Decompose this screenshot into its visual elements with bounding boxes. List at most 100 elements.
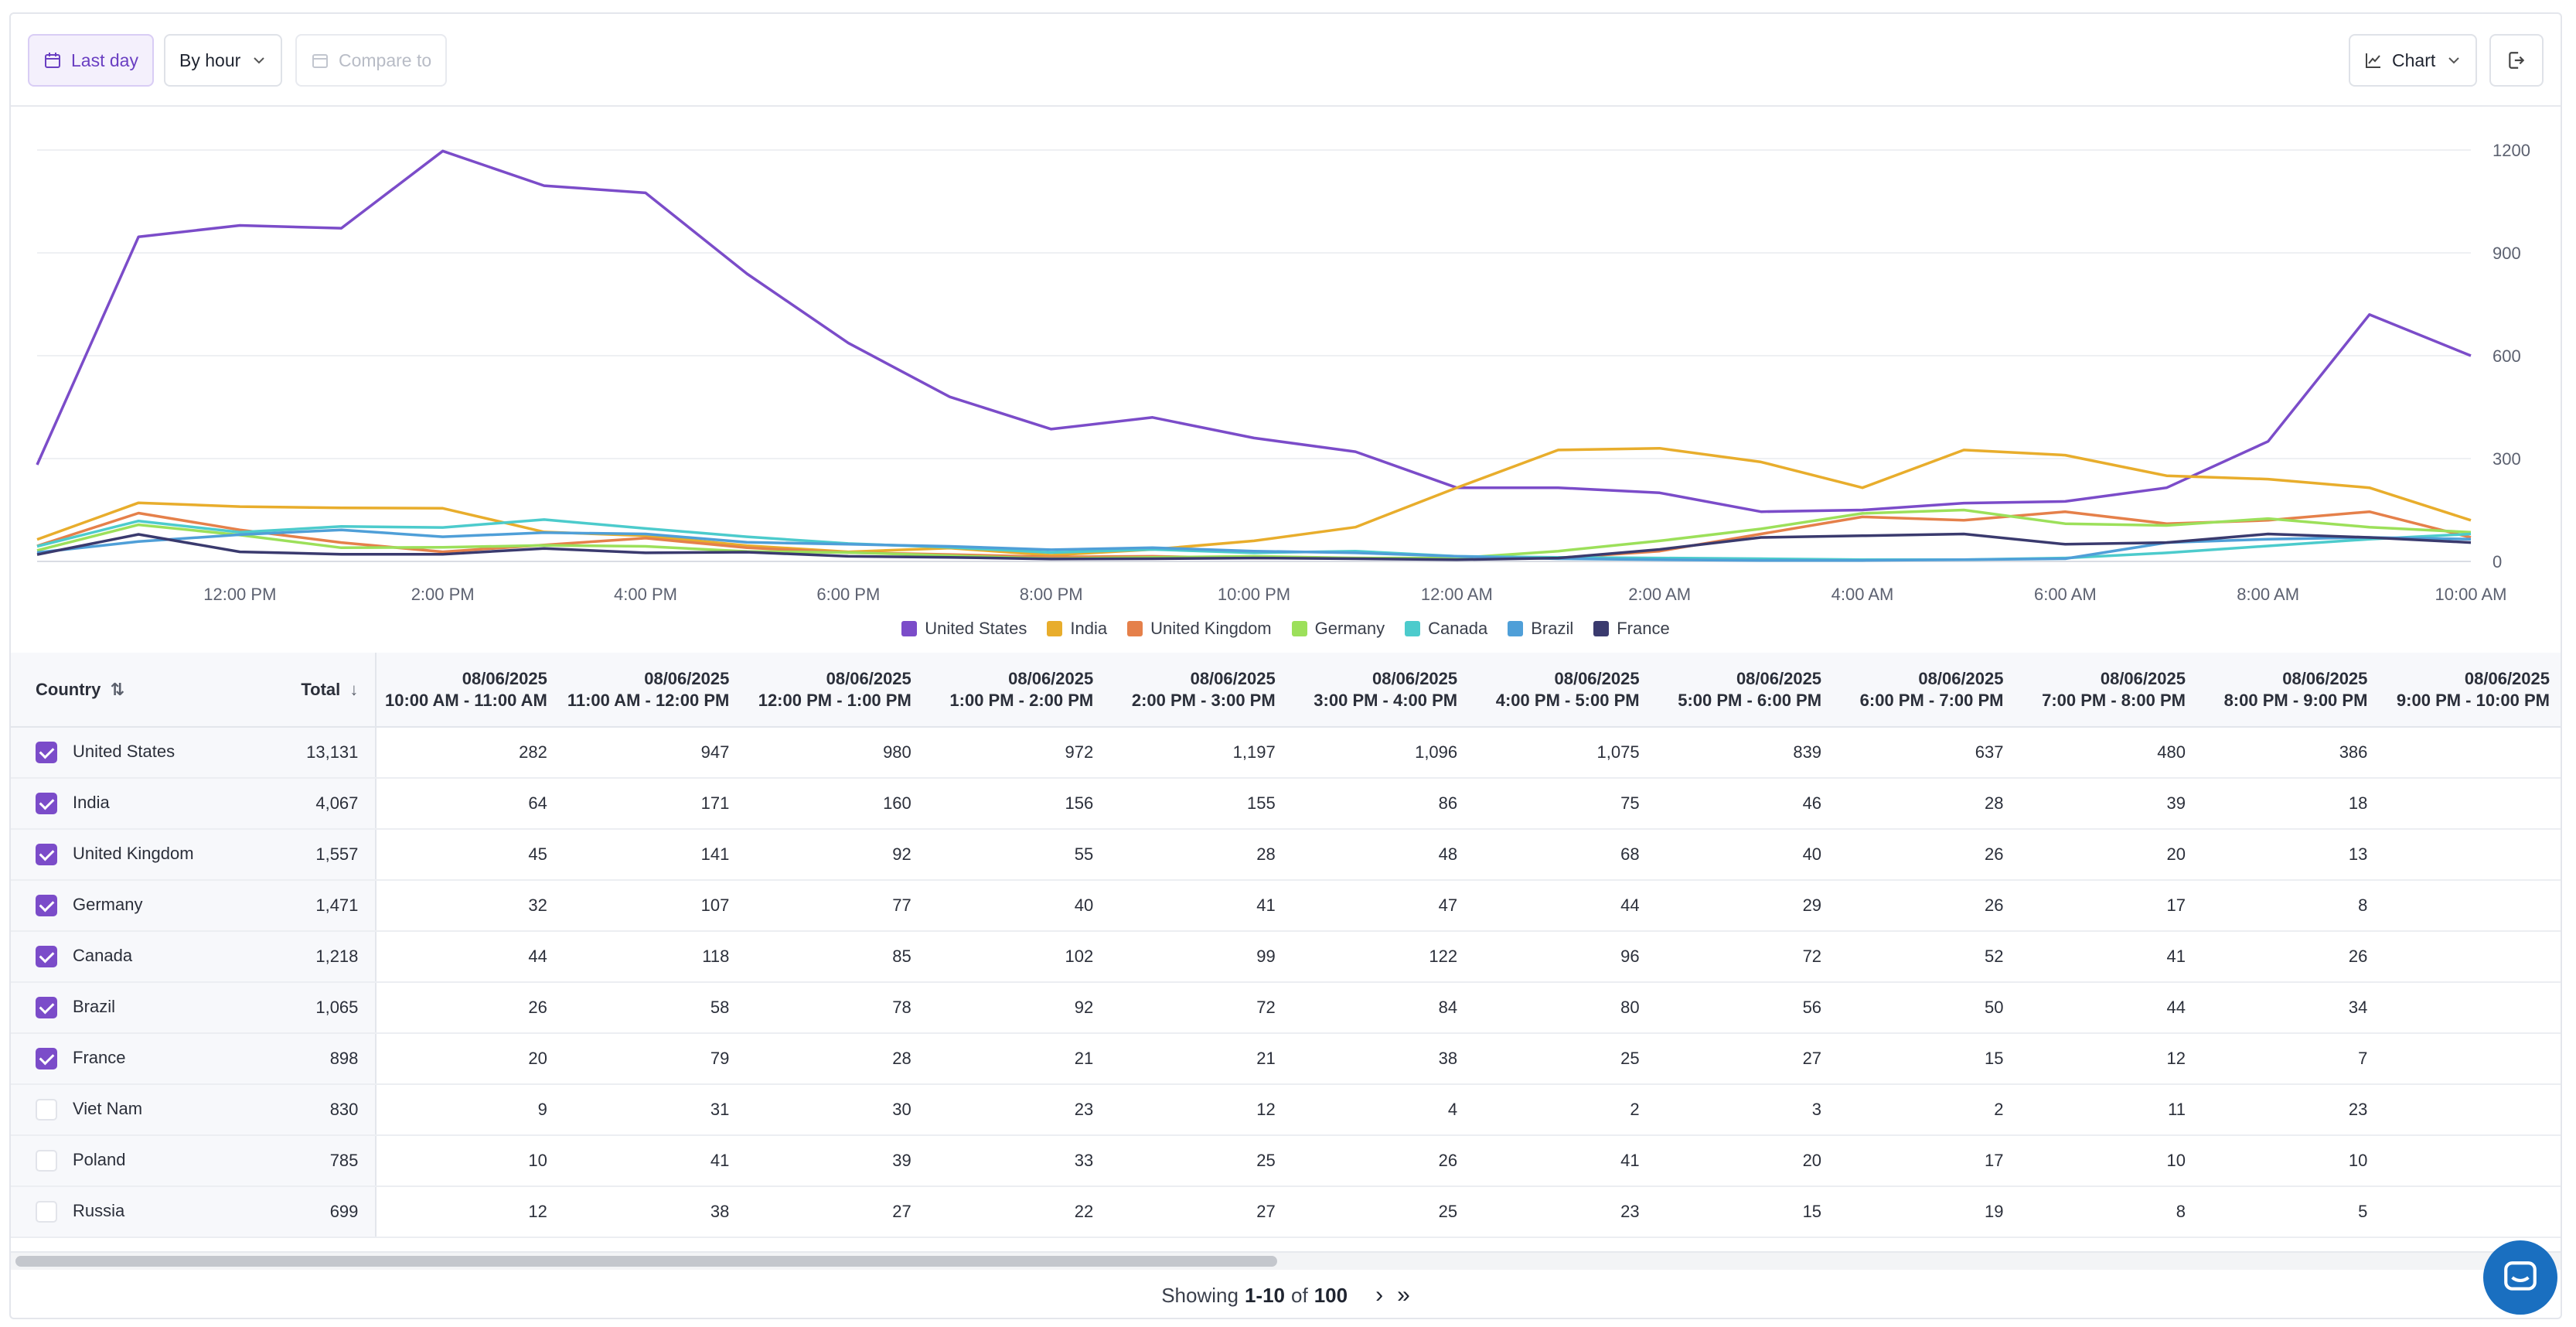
row-checkbox[interactable]	[36, 742, 57, 764]
hour-value-cell: 23	[1468, 1186, 1651, 1238]
hour-column-header[interactable]: 08/06/2025 11:00 AM - 12:00 PM	[557, 653, 741, 728]
row-checkbox[interactable]	[36, 793, 57, 815]
hour-value-cell	[2378, 1186, 2561, 1238]
table-row: Russia 699 12 38 27 22 27 25 23 15 19 8 5	[11, 1186, 2561, 1238]
column-time-range: 3:00 PM - 4:00 PM	[1314, 690, 1458, 710]
column-time-range: 5:00 PM - 6:00 PM	[1678, 690, 1822, 710]
horizontal-scrollbar[interactable]	[11, 1251, 2561, 1270]
hour-column-header[interactable]: 08/06/2025 7:00 PM - 8:00 PM	[2014, 653, 2196, 728]
hour-value-cell: 80	[1468, 982, 1651, 1034]
legend-item[interactable]: India	[1047, 619, 1107, 639]
x-tick-label: 12:00 PM	[203, 585, 276, 604]
row-checkbox[interactable]	[36, 1150, 57, 1172]
hour-value-cell: 39	[740, 1135, 922, 1187]
hour-column-header[interactable]: 08/06/2025 2:00 PM - 3:00 PM	[1104, 653, 1286, 728]
hour-value-cell: 86	[1286, 778, 1469, 830]
hour-value-cell: 34	[2196, 982, 2379, 1034]
hour-column-header[interactable]: 08/06/2025 10:00 AM - 11:00 AM	[376, 653, 558, 728]
hour-value-cell: 56	[1650, 982, 1833, 1034]
sort-descending-icon[interactable]: ↓	[349, 679, 359, 699]
legend-item[interactable]: Canada	[1405, 619, 1487, 639]
country-cell: Poland	[11, 1135, 255, 1187]
hour-column-header[interactable]: 08/06/2025 3:00 PM - 4:00 PM	[1286, 653, 1469, 728]
legend-item[interactable]: United Kingdom	[1127, 619, 1272, 639]
hour-value-cell: 20	[1650, 1135, 1833, 1187]
series-line-brazil[interactable]	[36, 528, 2472, 562]
date-range-button[interactable]: Last day	[28, 34, 154, 87]
hour-value-cell: 12	[1104, 1084, 1286, 1136]
hour-value-cell: 29	[1650, 880, 1833, 932]
country-column-header[interactable]: Country ⇅	[11, 653, 255, 728]
chat-support-button[interactable]	[2483, 1240, 2557, 1315]
row-checkbox[interactable]	[36, 997, 57, 1019]
legend-item[interactable]: Brazil	[1508, 619, 1573, 639]
hour-value-cell: 102	[922, 931, 1105, 983]
legend-item[interactable]: United States	[901, 619, 1027, 639]
column-time-range: 2:00 PM - 3:00 PM	[1131, 690, 1276, 710]
table-row: United States 13,131 282 947 980 972 1,197 1,09…	[11, 727, 2561, 779]
hour-value-cell: 23	[922, 1084, 1105, 1136]
hour-value-cell: 7	[2196, 1033, 2379, 1085]
legend-swatch	[901, 621, 918, 636]
hour-value-cell: 26	[1832, 880, 2015, 932]
hour-value-cell: 92	[922, 982, 1105, 1034]
x-tick-label: 10:00 PM	[1218, 585, 1290, 604]
series-line-france[interactable]	[36, 532, 2472, 561]
hour-value-cell: 40	[922, 880, 1105, 932]
granularity-select[interactable]: By hour	[164, 34, 283, 87]
last-page-icon[interactable]: »	[1397, 1282, 1410, 1308]
country-name: Canada	[73, 945, 133, 965]
legend-item[interactable]: France	[1593, 619, 1670, 639]
series-line-india[interactable]	[36, 446, 2472, 557]
hour-column-header[interactable]: 08/06/2025 4:00 PM - 5:00 PM	[1468, 653, 1651, 728]
chevron-down-icon	[254, 57, 264, 64]
row-checkbox[interactable]	[36, 895, 57, 917]
legend-label: United Kingdom	[1150, 619, 1272, 638]
next-page-icon[interactable]: ›	[1375, 1282, 1384, 1308]
row-checkbox[interactable]	[36, 844, 57, 866]
y-tick-label: 300	[2493, 449, 2521, 469]
country-name: Brazil	[73, 996, 116, 1016]
hour-value-cell: 10	[376, 1135, 558, 1187]
hour-column-header[interactable]: 08/06/2025 1:00 PM - 2:00 PM	[922, 653, 1105, 728]
hour-column-header[interactable]: 08/06/2025 12:00 PM - 1:00 PM	[740, 653, 922, 728]
compare-to-button[interactable]: Compare to	[295, 34, 448, 87]
hour-column-header[interactable]: 08/06/2025 6:00 PM - 7:00 PM	[1832, 653, 2015, 728]
hour-column-header[interactable]: 08/06/2025 8:00 PM - 9:00 PM	[2196, 653, 2379, 728]
country-cell: India	[11, 778, 255, 830]
column-time-range: 7:00 PM - 8:00 PM	[2042, 690, 2186, 710]
country-name: India	[73, 792, 110, 812]
hour-value-cell: 18	[2196, 778, 2379, 830]
column-date: 08/06/2025	[1736, 668, 1822, 688]
legend-item[interactable]: Germany	[1291, 619, 1385, 639]
hour-value-cell: 26	[1832, 829, 2015, 881]
view-mode-select[interactable]: Chart	[2349, 34, 2478, 87]
pagination: Showing 1-10 of 100 › »	[11, 1271, 2561, 1318]
series-line-germany[interactable]	[36, 508, 2472, 561]
sort-icon[interactable]: ⇅	[110, 679, 124, 699]
hour-value-cell: 5	[2196, 1186, 2379, 1238]
hour-column-header[interactable]: 08/06/2025 5:00 PM - 6:00 PM	[1650, 653, 1833, 728]
row-checkbox[interactable]	[36, 1099, 57, 1121]
y-tick-label: 600	[2493, 346, 2521, 366]
row-checkbox[interactable]	[36, 1201, 57, 1223]
total-column-header[interactable]: Total ↓	[254, 653, 377, 728]
hour-value-cell: 171	[557, 778, 741, 830]
country-cell: France	[11, 1033, 255, 1085]
country-cell: Canada	[11, 931, 255, 983]
series-line-united-states[interactable]	[36, 149, 2472, 513]
column-time-range: 12:00 PM - 1:00 PM	[758, 690, 911, 710]
hour-column-header[interactable]: 08/06/2025 9:00 PM - 10:00 PM	[2378, 653, 2561, 728]
scrollbar-thumb[interactable]	[15, 1256, 1277, 1267]
export-button[interactable]	[2489, 34, 2544, 87]
line-chart-icon	[2366, 53, 2380, 68]
hour-value-cell: 12	[376, 1186, 558, 1238]
hour-value-cell: 96	[1468, 931, 1651, 983]
legend-swatch	[1291, 621, 1307, 636]
hour-value-cell	[2378, 982, 2561, 1034]
row-checkbox[interactable]	[36, 1048, 57, 1070]
hour-value-cell: 25	[1468, 1033, 1651, 1085]
hour-value-cell: 1,075	[1468, 727, 1651, 779]
legend-swatch	[1593, 621, 1610, 636]
row-checkbox[interactable]	[36, 946, 57, 968]
